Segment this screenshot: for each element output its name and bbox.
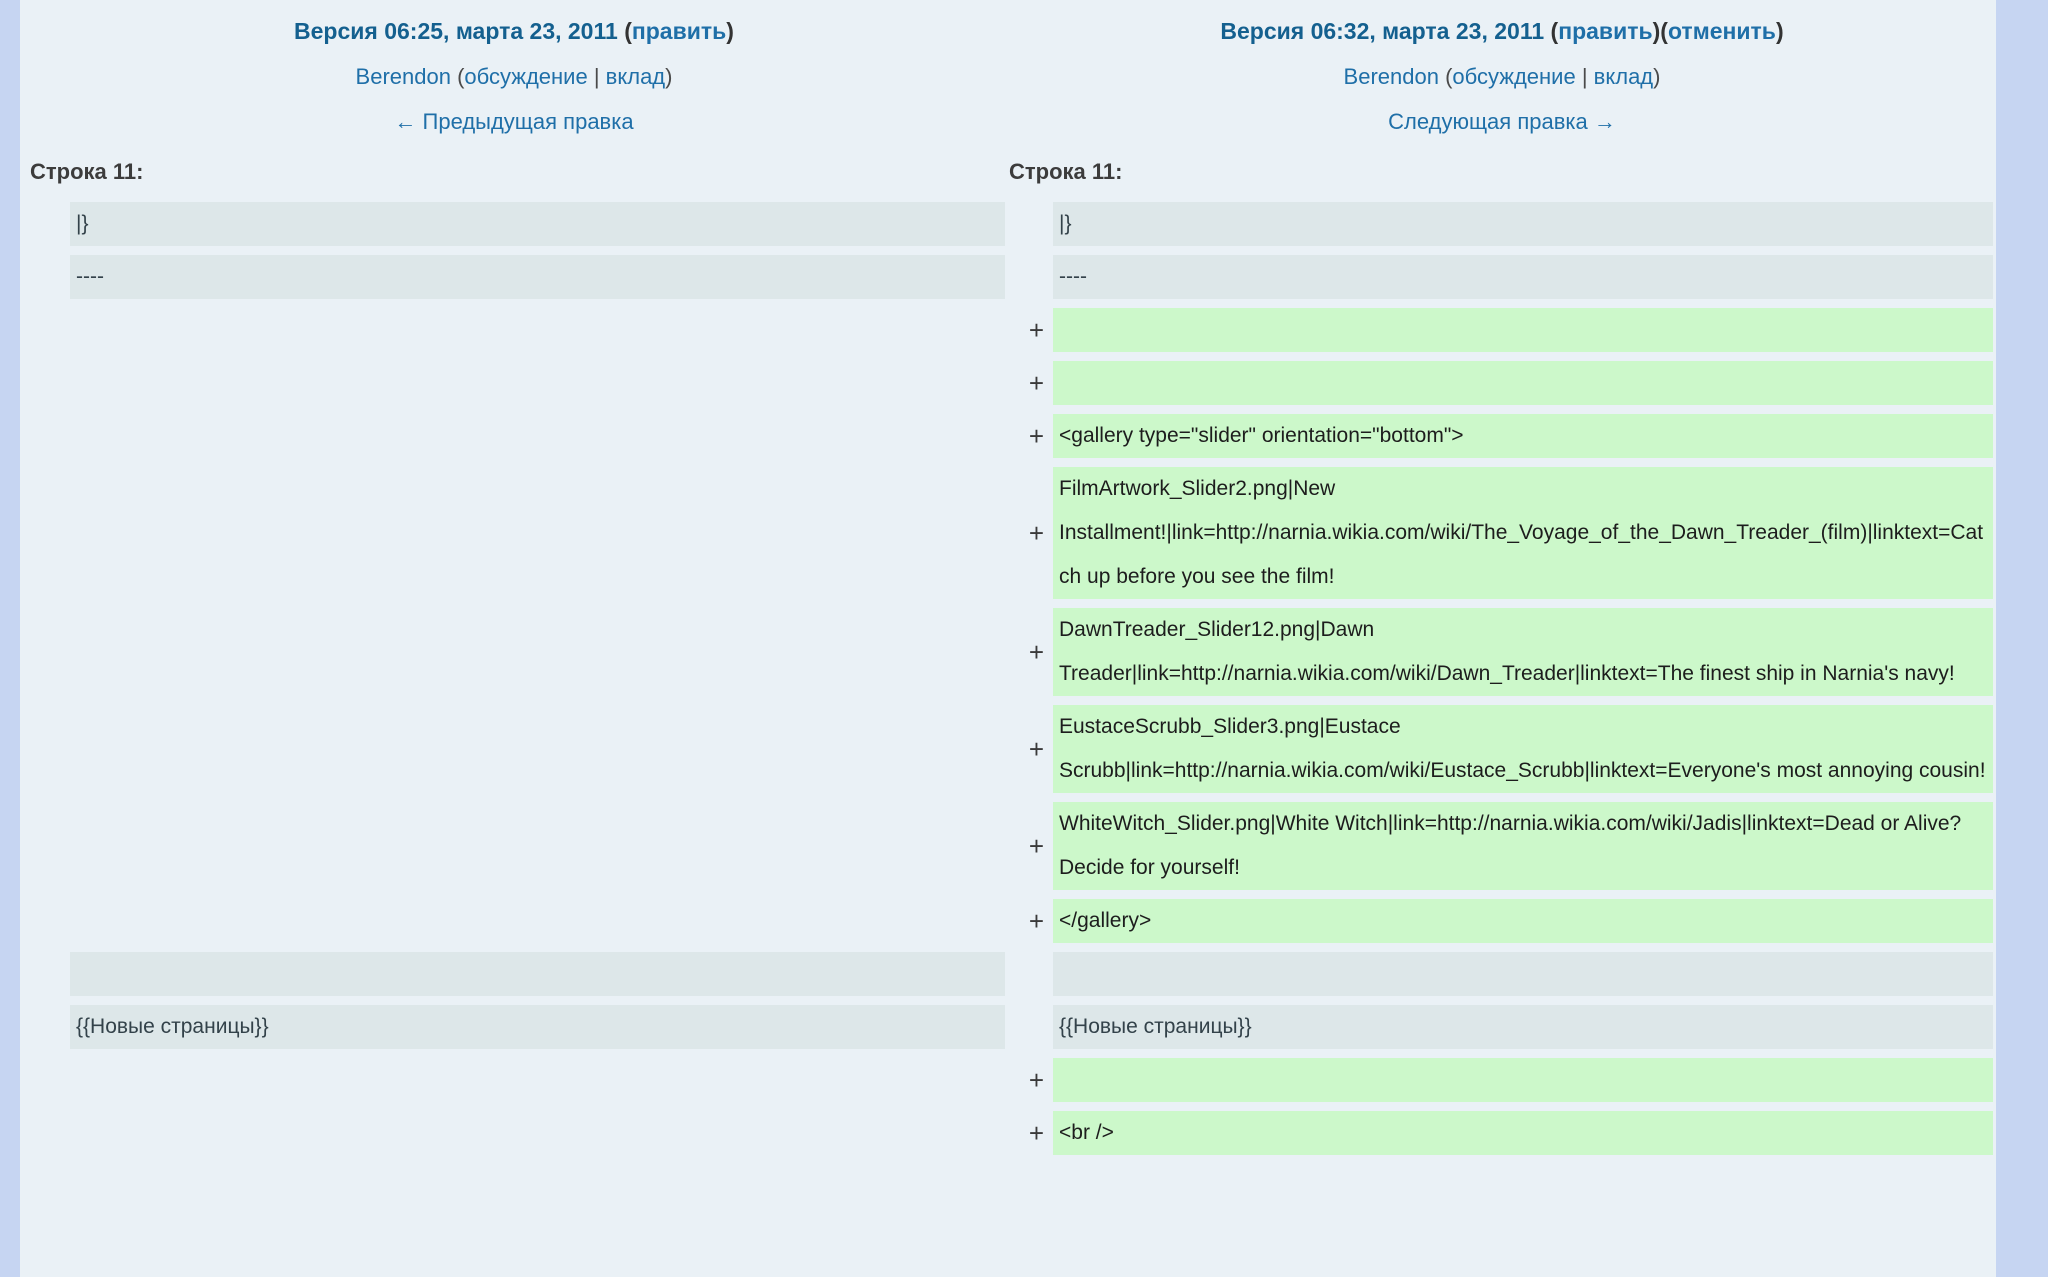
paren: ( <box>457 64 465 89</box>
left-marker-cell <box>20 952 70 996</box>
left-diff-cell <box>70 705 1005 793</box>
previous-edit-link[interactable]: ← Предыдущая правка <box>394 109 634 134</box>
left-diff-cell <box>70 1111 1005 1155</box>
added-marker: + <box>1028 906 1044 936</box>
old-contribs-link[interactable]: вклад <box>605 64 666 89</box>
added-marker: + <box>1028 421 1044 451</box>
added-marker <box>1005 952 1053 996</box>
left-marker-cell <box>20 361 70 405</box>
right-diff-cell <box>1053 361 1993 405</box>
old-revision-date: Версия 06:25, марта 23, 2011 <box>294 18 618 44</box>
left-marker-cell <box>20 899 70 943</box>
line-number-headers: Строка 11: Строка 11: <box>20 150 1996 194</box>
new-edit-link[interactable]: править <box>1558 18 1653 44</box>
separator: | <box>587 64 606 89</box>
left-diff-cell <box>70 608 1005 696</box>
old-edit-link[interactable]: править <box>631 18 727 44</box>
new-revision-user-line: Berendon (обсуждение | вклад) <box>1008 54 1996 99</box>
paren: ( <box>624 18 632 44</box>
paren: ) <box>1653 64 1661 89</box>
added-marker <box>1005 1005 1053 1049</box>
diff-page: Версия 06:25, марта 23, 2011 (править) B… <box>20 0 1996 1277</box>
paren: )( <box>1652 18 1668 44</box>
left-marker-cell <box>20 255 70 299</box>
left-marker-cell <box>20 608 70 696</box>
added-marker: + <box>1028 637 1044 667</box>
added-marker <box>1005 202 1053 246</box>
left-marker-cell <box>20 802 70 890</box>
right-diff-cell: WhiteWitch_Slider.png|White Witch|link=h… <box>1053 802 1993 890</box>
right-diff-cell: EustaceScrubb_Slider3.png|Eustace Scrubb… <box>1053 705 1993 793</box>
old-revision-header: Версия 06:25, марта 23, 2011 (править) B… <box>20 9 1008 144</box>
right-diff-cell: |} <box>1053 202 1993 246</box>
old-user-link[interactable]: Berendon <box>355 64 451 89</box>
left-diff-cell: ---- <box>70 255 1005 299</box>
old-revision-user-line: Berendon (обсуждение | вклад) <box>20 54 1008 99</box>
right-diff-cell: {{Новые страницы}} <box>1053 1005 1993 1049</box>
next-edit-link[interactable]: Следующая правка → <box>1388 109 1616 134</box>
left-diff-cell <box>70 802 1005 890</box>
right-diff-cell: <gallery type="slider" orientation="bott… <box>1053 414 1993 458</box>
right-diff-cell: DawnTreader_Slider12.png|Dawn Treader|li… <box>1053 608 1993 696</box>
left-diff-cell <box>70 1058 1005 1102</box>
left-marker-cell <box>20 1058 70 1102</box>
left-diff-cell: {{Новые страницы}} <box>70 1005 1005 1049</box>
left-marker-cell <box>20 308 70 352</box>
paren: ) <box>1775 18 1784 44</box>
left-diff-cell <box>70 361 1005 405</box>
added-marker: + <box>1028 1065 1044 1095</box>
left-diff-cell <box>70 308 1005 352</box>
added-marker: + <box>1028 368 1044 398</box>
left-diff-cell <box>70 899 1005 943</box>
new-user-link[interactable]: Berendon <box>1343 64 1439 89</box>
left-marker-cell <box>20 705 70 793</box>
new-revision-date: Версия 06:32, марта 23, 2011 <box>1220 18 1545 44</box>
left-marker-cell <box>20 202 70 246</box>
paren: ( <box>1550 18 1559 44</box>
left-diff-cell <box>70 414 1005 458</box>
new-revision-nav-line: Следующая правка → <box>1008 99 1996 144</box>
left-marker-cell <box>20 467 70 599</box>
left-marker-cell <box>20 414 70 458</box>
paren: ) <box>665 64 673 89</box>
separator: | <box>1575 64 1594 89</box>
line-number-heading-right: Строка 11: <box>1009 159 1123 184</box>
added-marker <box>1005 255 1053 299</box>
revision-headers: Версия 06:25, марта 23, 2011 (править) B… <box>20 0 1996 144</box>
diff-table: |} |} ---- ---- + + + <gallery type="sli… <box>20 202 1996 1155</box>
new-revision-title-line: Версия 06:32, марта 23, 2011 (править)(о… <box>1008 9 1996 54</box>
paren: ( <box>1445 64 1453 89</box>
old-revision-title-line: Версия 06:25, марта 23, 2011 (править) <box>20 9 1008 54</box>
added-marker: + <box>1028 831 1044 861</box>
new-contribs-link[interactable]: вклад <box>1593 64 1654 89</box>
line-number-heading-left: Строка 11: <box>30 159 144 184</box>
added-marker: + <box>1028 518 1044 548</box>
undo-link[interactable]: отменить <box>1667 18 1776 44</box>
new-revision-header: Версия 06:32, марта 23, 2011 (править)(о… <box>1008 9 1996 144</box>
right-diff-cell <box>1053 1058 1993 1102</box>
old-revision-nav-line: ← Предыдущая правка <box>20 99 1008 144</box>
new-talk-link[interactable]: обсуждение <box>1452 64 1576 89</box>
right-diff-cell: </gallery> <box>1053 899 1993 943</box>
right-diff-cell <box>1053 952 1993 996</box>
left-marker-cell <box>20 1005 70 1049</box>
left-diff-cell <box>70 467 1005 599</box>
left-diff-cell: |} <box>70 202 1005 246</box>
added-marker: + <box>1028 1118 1044 1148</box>
left-diff-cell <box>70 952 1005 996</box>
added-marker: + <box>1028 734 1044 764</box>
right-diff-cell: ---- <box>1053 255 1993 299</box>
left-marker-cell <box>20 1111 70 1155</box>
old-talk-link[interactable]: обсуждение <box>464 64 588 89</box>
added-marker: + <box>1028 315 1044 345</box>
paren: ) <box>726 18 734 44</box>
right-diff-cell: FilmArtwork_Slider2.png|New Installment!… <box>1053 467 1993 599</box>
right-diff-cell: <br /> <box>1053 1111 1993 1155</box>
right-diff-cell <box>1053 308 1993 352</box>
